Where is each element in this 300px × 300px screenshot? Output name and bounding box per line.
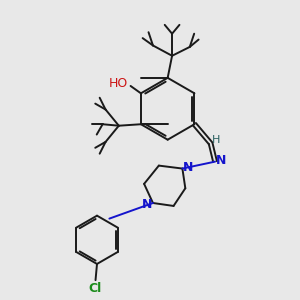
Text: HO: HO [109, 77, 128, 90]
Text: N: N [216, 154, 227, 167]
Text: N: N [142, 198, 152, 211]
Text: H: H [212, 135, 221, 145]
Text: Cl: Cl [88, 282, 102, 295]
Text: N: N [182, 161, 193, 175]
